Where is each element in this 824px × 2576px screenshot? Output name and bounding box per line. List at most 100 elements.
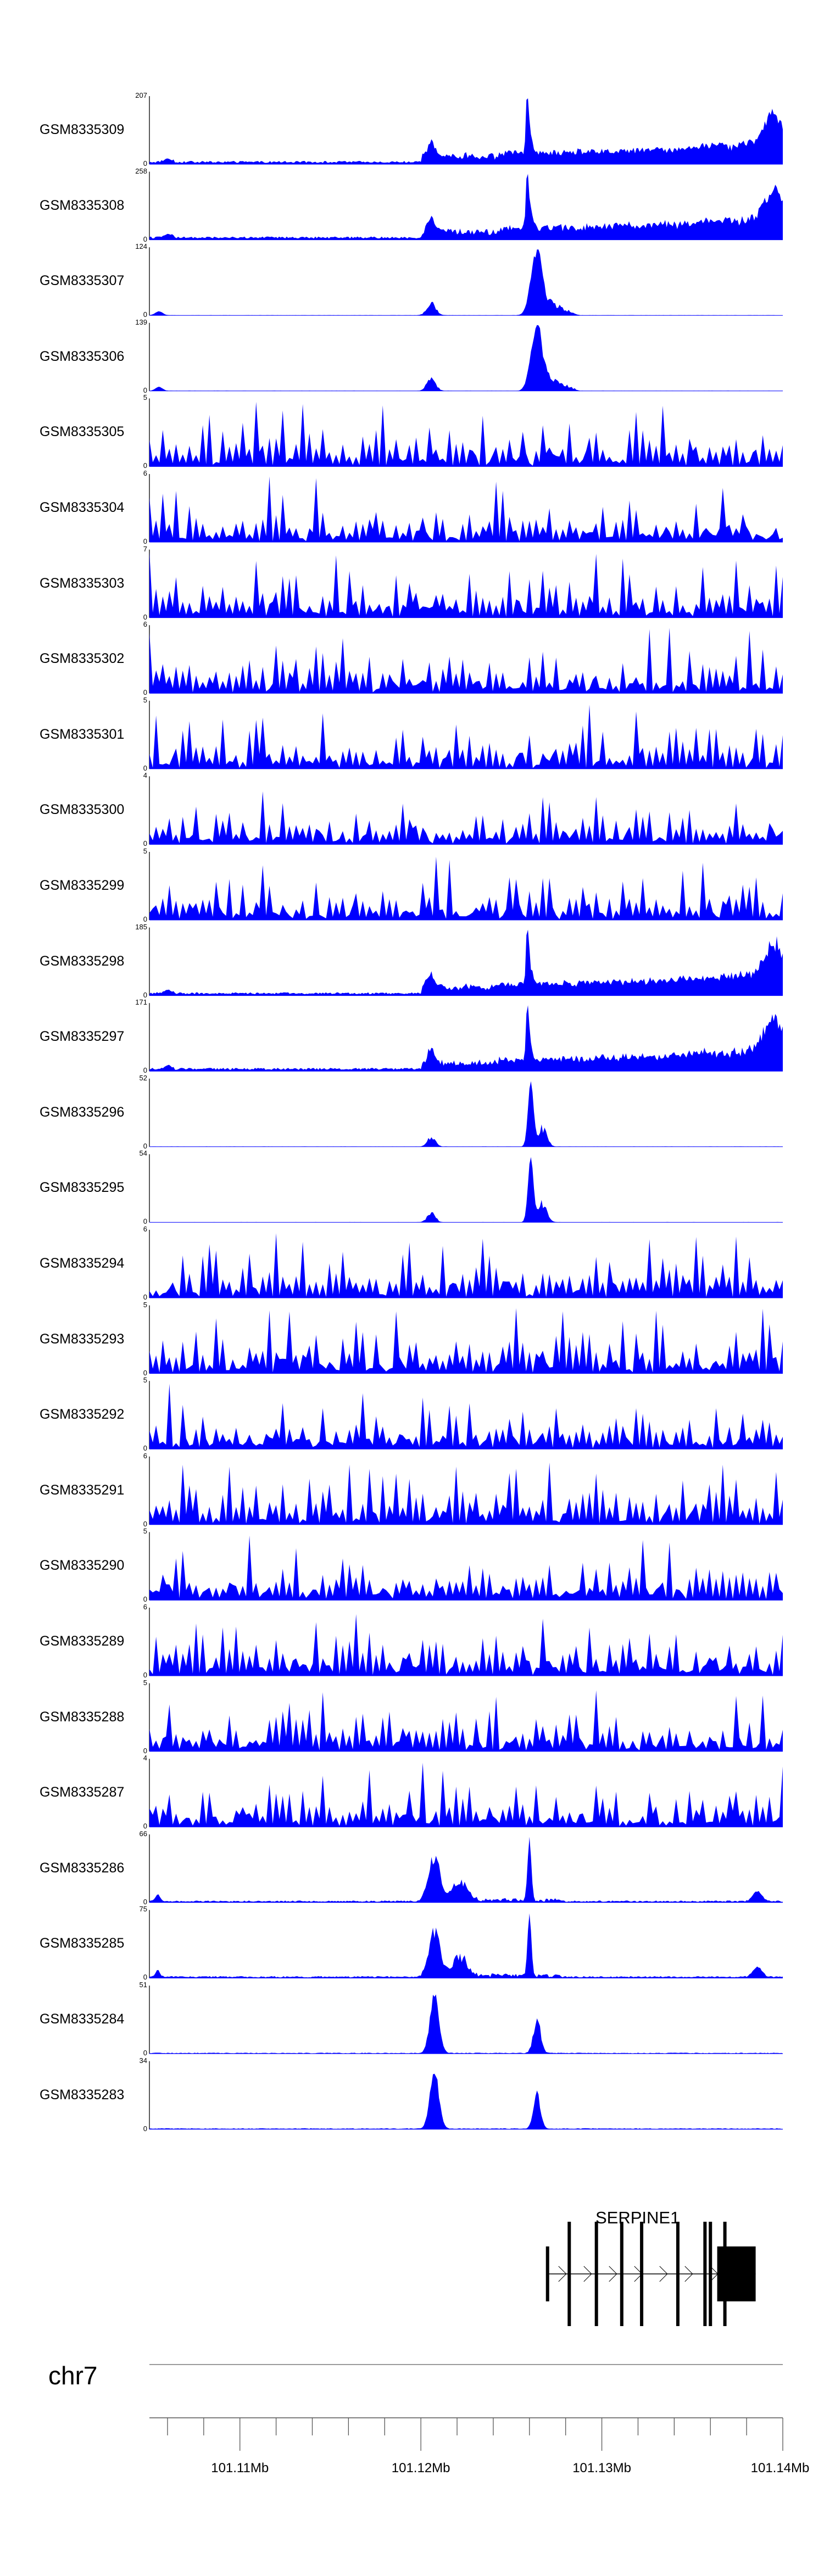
y-max-tick-label: 139 bbox=[135, 317, 147, 326]
y-zero-tick-label: 0 bbox=[143, 1293, 147, 1301]
track-label: GSM8335294 bbox=[40, 1256, 125, 1271]
y-zero-tick-label: 0 bbox=[143, 1368, 147, 1377]
y-zero-tick-label: 0 bbox=[143, 2124, 147, 2133]
coverage-area-GSM8335286 bbox=[149, 1837, 783, 1903]
track-label: GSM8335290 bbox=[40, 1558, 125, 1574]
coverage-area-GSM8335294 bbox=[149, 1233, 783, 1298]
track-label: GSM8335308 bbox=[40, 197, 125, 213]
coverage-area-GSM8335305 bbox=[149, 402, 783, 467]
gene-exon bbox=[703, 2222, 707, 2326]
y-max-tick-label: 75 bbox=[139, 1905, 147, 1914]
y-zero-tick-label: 0 bbox=[143, 461, 147, 470]
x-axis-tick-label: 101.11Mb bbox=[211, 2461, 269, 2475]
y-max-tick-label: 171 bbox=[135, 998, 147, 1007]
y-max-tick-label: 54 bbox=[139, 1149, 147, 1158]
strand-arrow-icon bbox=[558, 2266, 567, 2282]
gene-exon bbox=[567, 2222, 571, 2326]
track-label: GSM8335302 bbox=[40, 651, 125, 667]
coverage-area-GSM8335307 bbox=[149, 249, 783, 316]
gene-3utr-exon bbox=[717, 2246, 756, 2301]
track-label: GSM8335305 bbox=[40, 424, 125, 440]
track-label: GSM8335296 bbox=[40, 1104, 125, 1120]
y-max-tick-label: 5 bbox=[143, 1300, 147, 1309]
coverage-area-GSM8335308 bbox=[149, 174, 783, 240]
y-max-tick-label: 5 bbox=[143, 1678, 147, 1687]
y-zero-tick-label: 0 bbox=[143, 1671, 147, 1679]
y-zero-tick-label: 0 bbox=[143, 537, 147, 545]
gene-exon bbox=[676, 2222, 680, 2326]
gene-exon bbox=[709, 2222, 712, 2326]
x-axis-tick-label: 101.12Mb bbox=[391, 2461, 450, 2475]
y-zero-tick-label: 0 bbox=[143, 612, 147, 621]
strand-arrow-icon bbox=[684, 2266, 693, 2282]
strand-arrow-icon bbox=[659, 2266, 668, 2282]
coverage-area-GSM8335309 bbox=[149, 98, 783, 164]
y-zero-tick-label: 0 bbox=[143, 1444, 147, 1453]
y-zero-tick-label: 0 bbox=[143, 1141, 147, 1150]
track-label: GSM8335291 bbox=[40, 1482, 125, 1498]
coverage-area-GSM8335304 bbox=[149, 476, 783, 542]
coverage-area-GSM8335292 bbox=[149, 1384, 783, 1449]
gene-exon bbox=[594, 2222, 598, 2326]
y-max-tick-label: 5 bbox=[143, 393, 147, 402]
x-axis-tick-label: 101.14Mb bbox=[750, 2461, 810, 2475]
y-max-tick-label: 52 bbox=[139, 1073, 147, 1082]
y-zero-tick-label: 0 bbox=[143, 235, 147, 243]
y-max-tick-label: 66 bbox=[139, 1829, 147, 1838]
track-label: GSM8335295 bbox=[40, 1180, 125, 1196]
track-label: GSM8335286 bbox=[40, 1860, 125, 1876]
y-max-tick-label: 124 bbox=[135, 242, 147, 251]
track-label: GSM8335297 bbox=[40, 1029, 125, 1045]
track-label: GSM8335289 bbox=[40, 1633, 125, 1649]
coverage-area-GSM8335291 bbox=[149, 1462, 783, 1525]
strand-arrow-icon bbox=[583, 2266, 592, 2282]
track-label: GSM8335306 bbox=[40, 348, 125, 364]
y-zero-tick-label: 0 bbox=[143, 688, 147, 697]
y-zero-tick-label: 0 bbox=[143, 1897, 147, 1906]
y-zero-tick-label: 0 bbox=[143, 839, 147, 848]
coverage-area-GSM8335289 bbox=[149, 1614, 783, 1676]
coverage-area-GSM8335297 bbox=[149, 1005, 783, 1072]
x-axis-tick-label: 101.13Mb bbox=[572, 2461, 631, 2475]
track-label: GSM8335300 bbox=[40, 802, 125, 818]
coverage-area-GSM8335295 bbox=[149, 1157, 783, 1223]
y-max-tick-label: 185 bbox=[135, 922, 147, 931]
y-zero-tick-label: 0 bbox=[143, 386, 147, 394]
y-max-tick-label: 4 bbox=[143, 1754, 147, 1763]
y-zero-tick-label: 0 bbox=[143, 1973, 147, 1982]
y-zero-tick-label: 0 bbox=[143, 763, 147, 772]
y-zero-tick-label: 0 bbox=[143, 1519, 147, 1528]
y-zero-tick-label: 0 bbox=[143, 1822, 147, 1831]
y-zero-tick-label: 0 bbox=[143, 310, 147, 319]
y-zero-tick-label: 0 bbox=[143, 1746, 147, 1755]
y-max-tick-label: 5 bbox=[143, 695, 147, 704]
coverage-area-GSM8335298 bbox=[149, 929, 783, 996]
y-zero-tick-label: 0 bbox=[143, 159, 147, 168]
coverage-area-GSM8335284 bbox=[149, 1994, 783, 2054]
y-max-tick-label: 6 bbox=[143, 1603, 147, 1611]
track-label: GSM8335292 bbox=[40, 1407, 125, 1423]
coverage-area-GSM8335302 bbox=[149, 628, 783, 694]
y-zero-tick-label: 0 bbox=[143, 1217, 147, 1226]
track-label: GSM8335283 bbox=[40, 2087, 125, 2103]
y-max-tick-label: 5 bbox=[143, 1376, 147, 1385]
coverage-area-GSM8335296 bbox=[149, 1081, 783, 1147]
y-max-tick-label: 51 bbox=[139, 1981, 147, 1989]
y-max-tick-label: 6 bbox=[143, 1451, 147, 1460]
strand-arrow-icon bbox=[609, 2266, 617, 2282]
track-label: GSM8335309 bbox=[40, 122, 125, 137]
coverage-area-GSM8335283 bbox=[149, 2073, 783, 2129]
y-max-tick-label: 6 bbox=[143, 469, 147, 477]
track-label: GSM8335299 bbox=[40, 878, 125, 893]
track-label: GSM8335298 bbox=[40, 953, 125, 969]
y-zero-tick-label: 0 bbox=[143, 1066, 147, 1075]
track-label: GSM8335285 bbox=[40, 1936, 125, 1951]
coverage-area-GSM8335290 bbox=[149, 1535, 783, 1601]
track-label: GSM8335287 bbox=[40, 1785, 125, 1800]
y-zero-tick-label: 0 bbox=[143, 1595, 147, 1604]
track-label: GSM8335303 bbox=[40, 575, 125, 591]
y-max-tick-label: 6 bbox=[143, 1225, 147, 1233]
chromosome-label: chr7 bbox=[48, 2361, 98, 2390]
